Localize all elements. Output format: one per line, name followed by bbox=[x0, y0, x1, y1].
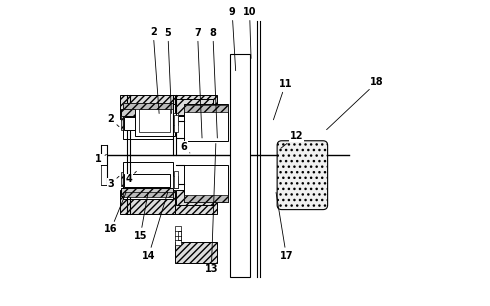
Bar bbox=[121, 116, 122, 130]
Bar bbox=[120, 190, 174, 214]
Bar bbox=[174, 242, 218, 263]
Bar bbox=[184, 104, 228, 141]
Text: 16: 16 bbox=[104, 192, 126, 234]
Bar bbox=[231, 99, 248, 106]
Bar bbox=[174, 95, 218, 116]
Bar bbox=[231, 249, 248, 256]
Text: 8: 8 bbox=[209, 28, 218, 138]
Text: 10: 10 bbox=[243, 7, 256, 58]
Bar bbox=[231, 128, 248, 136]
Bar bbox=[122, 162, 173, 199]
Text: 18: 18 bbox=[326, 77, 384, 130]
Text: 2: 2 bbox=[150, 27, 159, 114]
Bar bbox=[121, 188, 173, 196]
Bar bbox=[178, 231, 181, 240]
Text: 5: 5 bbox=[165, 28, 172, 114]
Bar bbox=[124, 117, 170, 130]
Text: 11: 11 bbox=[273, 79, 292, 120]
Text: 17: 17 bbox=[276, 192, 293, 260]
Bar bbox=[230, 54, 249, 277]
Text: 3: 3 bbox=[108, 176, 119, 188]
Bar bbox=[185, 104, 225, 136]
Text: 2: 2 bbox=[108, 114, 119, 127]
Bar bbox=[124, 174, 170, 187]
Bar bbox=[173, 176, 178, 188]
Bar bbox=[184, 105, 228, 112]
Bar bbox=[184, 165, 228, 202]
FancyBboxPatch shape bbox=[277, 141, 328, 210]
Bar bbox=[231, 239, 248, 245]
Text: 15: 15 bbox=[134, 192, 148, 241]
Bar bbox=[122, 192, 173, 197]
Bar bbox=[122, 103, 173, 139]
Bar bbox=[231, 114, 248, 121]
Bar bbox=[173, 113, 178, 125]
Text: 6: 6 bbox=[180, 142, 190, 153]
Bar bbox=[174, 226, 181, 245]
Bar bbox=[120, 95, 174, 119]
Bar bbox=[101, 145, 107, 165]
Text: 4: 4 bbox=[125, 171, 136, 184]
Bar bbox=[231, 260, 248, 266]
Bar bbox=[176, 190, 213, 205]
Bar bbox=[174, 171, 178, 188]
Bar bbox=[135, 104, 174, 136]
Text: 14: 14 bbox=[142, 192, 168, 260]
Bar bbox=[140, 109, 170, 132]
Text: 7: 7 bbox=[194, 28, 202, 138]
Bar bbox=[121, 109, 173, 116]
Bar bbox=[231, 84, 248, 92]
Bar bbox=[176, 99, 213, 115]
Bar bbox=[190, 109, 220, 132]
Bar bbox=[101, 165, 107, 185]
Text: 13: 13 bbox=[205, 144, 218, 274]
Bar bbox=[122, 103, 173, 109]
Bar bbox=[184, 195, 228, 202]
Text: 1: 1 bbox=[96, 154, 106, 164]
Text: 9: 9 bbox=[229, 7, 236, 71]
Bar bbox=[174, 193, 218, 214]
Bar bbox=[174, 115, 178, 132]
Text: 12: 12 bbox=[281, 131, 303, 148]
Bar bbox=[121, 172, 122, 186]
